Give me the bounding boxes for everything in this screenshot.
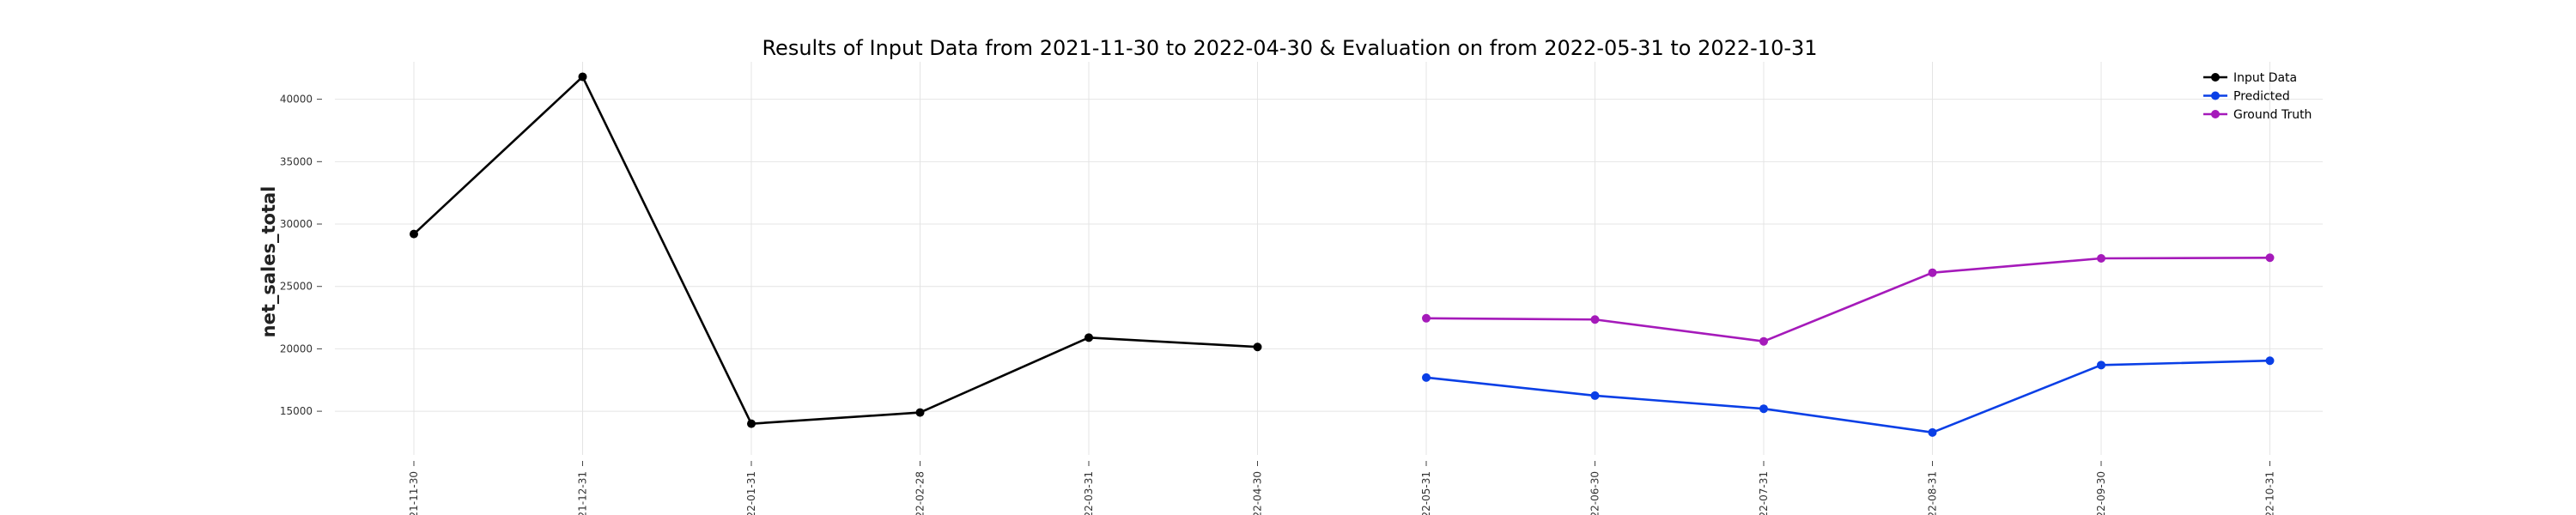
data-point-predicted [2097,360,2105,370]
x-tick-label: -22-05-31 [1420,471,1432,515]
x-tick-label: -22-07-31 [1758,471,1770,515]
data-point-predicted [2265,356,2275,366]
data-point-ground-truth [2265,253,2275,263]
x-tick-label: -22-10-31 [2264,471,2276,515]
x-tick-label: -22-03-31 [1083,471,1095,515]
y-tick-label: 20000 [280,342,313,354]
data-point-ground-truth [1759,336,1768,346]
legend-label-ground-truth: Ground Truth [2233,108,2312,122]
data-point-ground-truth [1928,268,1937,277]
legend-item-input-data: Input Data [2203,71,2297,85]
series-line-ground-truth [1425,256,2270,342]
data-point-input-data [1253,342,1262,352]
y-axis-label: net_sales_total [258,186,279,338]
data-point-input-data [578,72,587,82]
x-tick-label: -22-09-30 [2095,471,2107,515]
y-tick-label: 40000 [280,94,313,106]
data-point-ground-truth [2097,254,2105,263]
data-point-input-data [1084,333,1093,342]
series-group [410,72,2275,437]
x-tick-label: -22-06-30 [1589,471,1601,515]
data-point-input-data [410,229,418,239]
legend-label-input-data: Input Data [2233,71,2297,85]
series-ground-truth [1422,253,2275,346]
x-tick-label: -22-08-31 [1927,471,1939,515]
legend-label-predicted: Predicted [2233,90,2290,104]
series-input-data [410,72,1262,428]
y-axis-ticks: 15000 20000 25000 30000 35000 40000 [280,94,322,417]
series-line-predicted [1425,359,2270,434]
legend-marker-ground-truth [2211,110,2220,118]
data-point-predicted [1590,391,1600,400]
data-point-predicted [1928,427,1937,437]
series-line-input-data [413,76,1258,425]
x-tick-label: -22-02-28 [914,471,927,515]
data-point-ground-truth [1422,313,1431,323]
data-point-input-data [747,419,756,428]
x-axis-ticks: -21-11-30 -21-12-31 -22-01-31 -22-02-28 -22-… [408,461,2276,515]
legend-item-predicted: Predicted [2203,90,2290,104]
legend: Input Data Predicted Ground Truth [2203,71,2312,122]
y-tick-label: 15000 [280,405,313,417]
chart-title: Results of Input Data from 2021-11-30 to… [762,36,1817,60]
x-tick-label: -21-12-31 [577,471,589,515]
legend-marker-predicted [2211,91,2220,100]
y-tick-label: 25000 [280,281,313,293]
data-point-ground-truth [1590,315,1600,324]
series-predicted [1422,356,2275,437]
x-tick-label: -22-01-31 [745,471,757,515]
data-point-predicted [1759,404,1768,414]
y-tick-label: 30000 [280,218,313,230]
x-tick-label: -21-11-30 [408,471,420,515]
x-tick-label: -22-04-30 [1252,471,1264,515]
legend-item-ground-truth: Ground Truth [2203,108,2312,122]
data-point-input-data [915,408,925,417]
y-tick-label: 35000 [280,155,313,167]
legend-marker-input-data [2211,73,2220,82]
data-point-predicted [1422,373,1431,382]
